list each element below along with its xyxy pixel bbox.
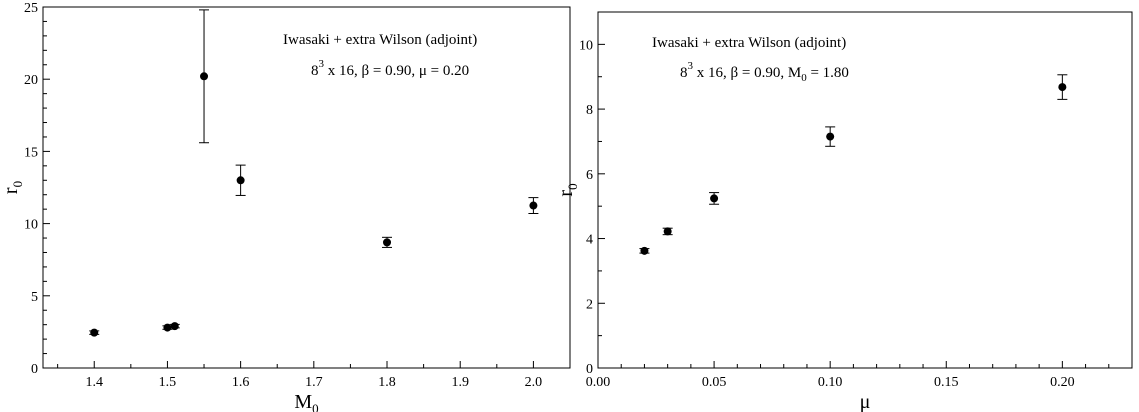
- data-point: [1057, 74, 1068, 100]
- y-tick-label: 5: [31, 290, 38, 305]
- x-tick-label: 1.7: [305, 375, 323, 390]
- y-tick-label: 6: [586, 168, 593, 183]
- x-tick-label: 1.6: [232, 375, 250, 390]
- marker: [200, 72, 209, 81]
- x-tick-label: 1.9: [451, 375, 469, 390]
- marker: [163, 323, 172, 332]
- y-tick-label: 8: [586, 103, 593, 118]
- data-point: [89, 328, 100, 337]
- y-axis-label: r0: [555, 183, 580, 196]
- y-tick-label: 10: [24, 218, 38, 233]
- x-tick-label: 0.15: [934, 375, 959, 390]
- x-tick-label: 1.8: [378, 375, 396, 390]
- x-axis-label: M0: [294, 391, 318, 412]
- data-point: [199, 9, 210, 144]
- marker: [529, 201, 538, 210]
- y-tick-label: 4: [586, 233, 593, 248]
- data-point: [709, 192, 720, 205]
- marker: [383, 238, 392, 247]
- x-tick-label: 0.00: [586, 375, 611, 390]
- plot-frame: [597, 11, 1133, 369]
- y-tick-label: 20: [24, 73, 38, 88]
- marker: [663, 227, 672, 236]
- data-point: [169, 322, 180, 331]
- data-point: [528, 197, 539, 214]
- y-tick-label: 0: [31, 362, 38, 377]
- marker: [90, 328, 99, 337]
- marker: [826, 132, 835, 141]
- x-axis-label: μ: [860, 391, 871, 412]
- x-tick-label: 0.10: [818, 375, 843, 390]
- marker: [1058, 83, 1067, 92]
- marker: [236, 176, 245, 185]
- data-point: [382, 236, 393, 248]
- data-point: [662, 227, 673, 236]
- marker: [640, 246, 649, 255]
- data-point: [639, 246, 650, 255]
- x-tick-label: 0.05: [702, 375, 727, 390]
- x-tick-label: 0.20: [1050, 375, 1075, 390]
- marker: [710, 194, 719, 203]
- y-tick-label: 15: [24, 145, 38, 160]
- chart-1: 1.4 1.5 1.6 1.7 1.8 1.9 2.0 0 5 10 15 20 25 M0 r0 Iwasa…: [0, 1, 571, 412]
- y-tick-label: 10: [579, 38, 593, 53]
- x-tick-label: 2.0: [525, 375, 543, 390]
- x-tick-label: 1.4: [85, 375, 103, 390]
- y-axis-label: r0: [0, 181, 25, 194]
- annotation-line-1: Iwasaki + extra Wilson (adjoint): [652, 35, 846, 51]
- data-point: [825, 126, 836, 147]
- annotation-line-1: Iwasaki + extra Wilson (adjoint): [283, 32, 477, 48]
- x-tick-label: 1.5: [159, 375, 177, 390]
- marker: [170, 322, 179, 331]
- y-tick-label: 25: [24, 1, 38, 16]
- plot-frame: [42, 6, 571, 369]
- chart-2: 0.00 0.05 0.10 0.15 0.20 0 2 4 6 8 10 μ r0 Iwasaki + …: [555, 11, 1133, 412]
- y-tick-label: 2: [586, 297, 593, 312]
- y-tick-label: 0: [586, 362, 593, 377]
- annotation-line-2: 83 x 16, β = 0.90, M0 = 1.80: [680, 60, 849, 84]
- data-point: [235, 164, 246, 196]
- annotation-line-2: 83 x 16, β = 0.90, μ = 0.20: [311, 58, 469, 79]
